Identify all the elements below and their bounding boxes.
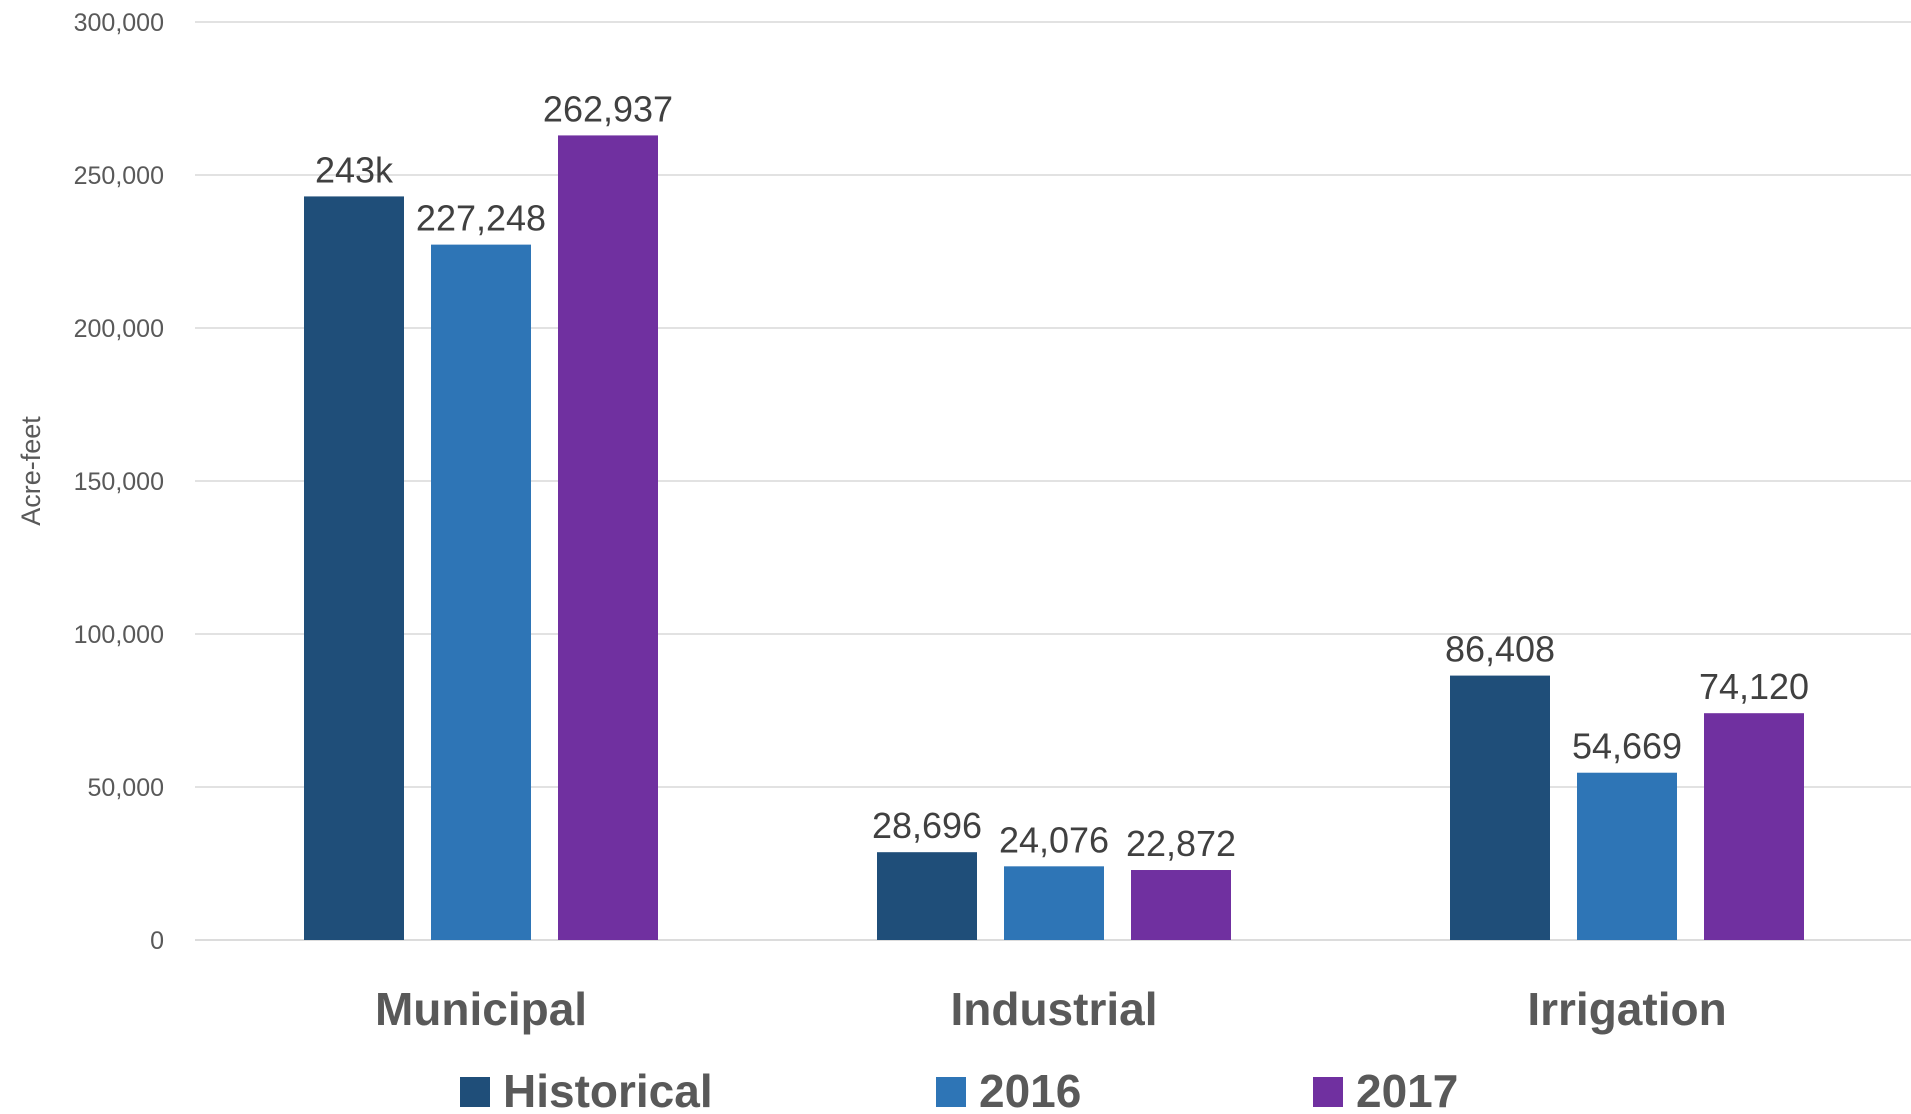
category-label-industrial: Industrial <box>950 983 1157 1035</box>
bar-irrigation-2016 <box>1577 772 1677 940</box>
x-axis-category-labels: Municipal Industrial Irrigation <box>375 983 1727 1035</box>
legend-label: Historical <box>503 1065 713 1114</box>
data-label: 227,248 <box>416 198 546 239</box>
legend-item-2016: 2016 <box>936 1065 1081 1114</box>
legend-item-historical: Historical <box>460 1065 713 1114</box>
y-axis-tick-labels: 0 50,000 100,000 150,000 200,000 250,000 300,0… <box>74 9 164 955</box>
y-tick-label: 200,000 <box>74 315 164 343</box>
bar-industrial-2016 <box>1004 866 1104 940</box>
legend-label: 2016 <box>979 1065 1081 1114</box>
bar-irrigation-2017 <box>1704 713 1804 940</box>
legend-swatch <box>1313 1077 1343 1107</box>
data-label: 24,076 <box>999 819 1109 860</box>
legend-item-2017: 2017 <box>1313 1065 1458 1114</box>
data-label: 243k <box>315 149 394 190</box>
y-axis-title: Acre-feet <box>16 416 46 526</box>
data-label: 54,669 <box>1572 726 1682 767</box>
legend-label: 2017 <box>1356 1065 1458 1114</box>
y-tick-label: 300,000 <box>74 9 164 37</box>
legend-swatch <box>936 1077 966 1107</box>
y-tick-label: 50,000 <box>88 774 164 802</box>
y-tick-label: 100,000 <box>74 621 164 649</box>
bar-municipal-2016 <box>431 244 531 941</box>
y-tick-label: 0 <box>150 927 164 955</box>
bar-municipal-historical <box>304 196 404 941</box>
data-label: 86,408 <box>1445 629 1555 670</box>
y-tick-label: 250,000 <box>74 162 164 190</box>
data-label: 74,120 <box>1699 666 1809 707</box>
category-label-municipal: Municipal <box>375 983 587 1035</box>
data-label: 28,696 <box>872 805 982 846</box>
bar-industrial-historical <box>877 852 977 940</box>
category-label-irrigation: Irrigation <box>1527 983 1726 1035</box>
data-labels: 243k 227,248 262,937 28,696 24,076 22,872 86,4… <box>315 88 1809 864</box>
legend: Historical 2016 2017 <box>460 1065 1458 1114</box>
y-tick-label: 150,000 <box>74 468 164 496</box>
bar-industrial-2017 <box>1131 870 1231 940</box>
data-label: 262,937 <box>543 88 673 129</box>
data-label: 22,872 <box>1126 823 1236 864</box>
bar-irrigation-historical <box>1450 675 1550 940</box>
bars <box>304 135 1804 941</box>
legend-swatch <box>460 1077 490 1107</box>
bar-municipal-2017 <box>558 135 658 940</box>
